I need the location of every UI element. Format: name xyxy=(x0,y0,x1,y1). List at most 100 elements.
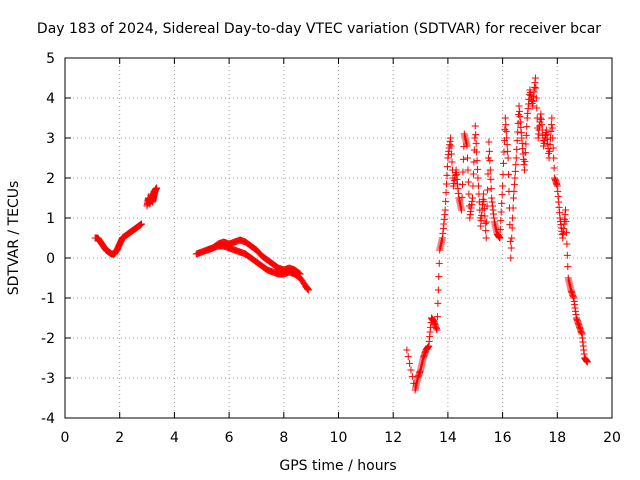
data-point xyxy=(550,164,558,172)
data-point xyxy=(563,251,571,259)
y-tick-label: 1 xyxy=(46,211,55,227)
data-point xyxy=(486,166,494,174)
x-tick-label: 16 xyxy=(494,430,512,446)
data-point xyxy=(503,141,511,149)
data-point xyxy=(531,74,539,82)
data-point xyxy=(442,189,450,197)
data-point xyxy=(474,182,482,190)
y-tick-label: -4 xyxy=(41,411,55,427)
data-point xyxy=(532,84,540,92)
data-point xyxy=(513,145,521,153)
data-point xyxy=(548,124,556,132)
data-point xyxy=(511,174,519,182)
x-tick-label: 6 xyxy=(225,430,234,446)
data-point xyxy=(479,190,487,198)
data-points xyxy=(91,74,591,394)
data-point xyxy=(484,186,492,194)
data-point xyxy=(464,166,472,174)
data-point xyxy=(138,220,146,228)
y-tick-label: 4 xyxy=(46,91,55,107)
x-tick-label: 20 xyxy=(603,430,621,446)
data-point xyxy=(464,154,472,162)
data-point xyxy=(480,197,488,205)
data-point xyxy=(533,104,541,112)
y-tick-label: 0 xyxy=(46,251,55,267)
data-point xyxy=(510,187,518,195)
data-point xyxy=(505,171,513,179)
data-point xyxy=(435,273,443,281)
x-tick-label: 18 xyxy=(548,430,566,446)
data-point xyxy=(512,161,520,169)
data-point xyxy=(513,137,521,145)
series-arc-2 xyxy=(143,184,161,210)
data-point xyxy=(502,127,510,135)
data-point xyxy=(564,263,572,271)
data-point xyxy=(563,240,571,248)
data-point xyxy=(549,134,557,142)
data-point xyxy=(546,141,554,149)
grid xyxy=(65,58,612,418)
data-point xyxy=(496,234,504,242)
data-point xyxy=(500,159,508,167)
series-arc-4 xyxy=(203,236,304,278)
data-point xyxy=(550,154,558,162)
data-point xyxy=(562,229,570,237)
y-tick-label: 5 xyxy=(46,51,55,67)
data-point xyxy=(497,217,505,225)
data-point xyxy=(408,373,416,381)
data-point xyxy=(474,165,482,173)
y-tick-label: 3 xyxy=(46,131,55,147)
data-point xyxy=(434,286,442,294)
data-point xyxy=(472,139,480,147)
x-tick-label: 2 xyxy=(115,430,124,446)
data-point xyxy=(447,142,455,150)
data-point xyxy=(470,158,478,166)
data-point xyxy=(406,359,414,367)
data-point xyxy=(509,204,517,212)
data-point xyxy=(458,181,466,189)
y-tick-label: -1 xyxy=(41,291,55,307)
data-point xyxy=(499,182,507,190)
data-point xyxy=(498,199,506,207)
data-point xyxy=(433,326,441,334)
data-point xyxy=(504,147,512,155)
data-point xyxy=(447,134,455,142)
data-point xyxy=(520,166,528,174)
data-point xyxy=(546,147,554,155)
data-point xyxy=(562,217,570,225)
data-point xyxy=(486,157,494,165)
chart-title: Day 183 of 2024, Sidereal Day-to-day VTE… xyxy=(37,21,601,37)
data-point xyxy=(433,313,441,321)
x-axis-label: GPS time / hours xyxy=(279,458,396,474)
data-point xyxy=(548,114,556,122)
data-point xyxy=(153,184,161,192)
data-point xyxy=(469,170,477,178)
data-point xyxy=(482,227,490,235)
data-point xyxy=(507,254,515,262)
data-point xyxy=(508,234,516,242)
data-point xyxy=(481,219,489,227)
data-point xyxy=(465,190,473,198)
data-point xyxy=(547,127,555,135)
axis-ticks xyxy=(64,57,613,419)
data-point xyxy=(442,197,450,205)
series-arc-5 xyxy=(403,74,591,394)
data-point xyxy=(502,121,510,129)
data-point xyxy=(404,353,412,361)
series-arc-1 xyxy=(91,220,146,258)
data-point xyxy=(459,168,467,176)
data-point xyxy=(296,270,304,278)
data-point xyxy=(304,286,312,294)
data-point xyxy=(509,214,517,222)
data-point xyxy=(583,358,591,366)
data-point xyxy=(443,163,451,171)
x-tick-label: 10 xyxy=(330,430,348,446)
data-point xyxy=(549,144,557,152)
data-point xyxy=(294,269,302,277)
data-point xyxy=(514,128,522,136)
data-point xyxy=(497,208,505,216)
data-point xyxy=(547,121,555,129)
data-point xyxy=(503,134,511,142)
data-point xyxy=(482,234,490,242)
